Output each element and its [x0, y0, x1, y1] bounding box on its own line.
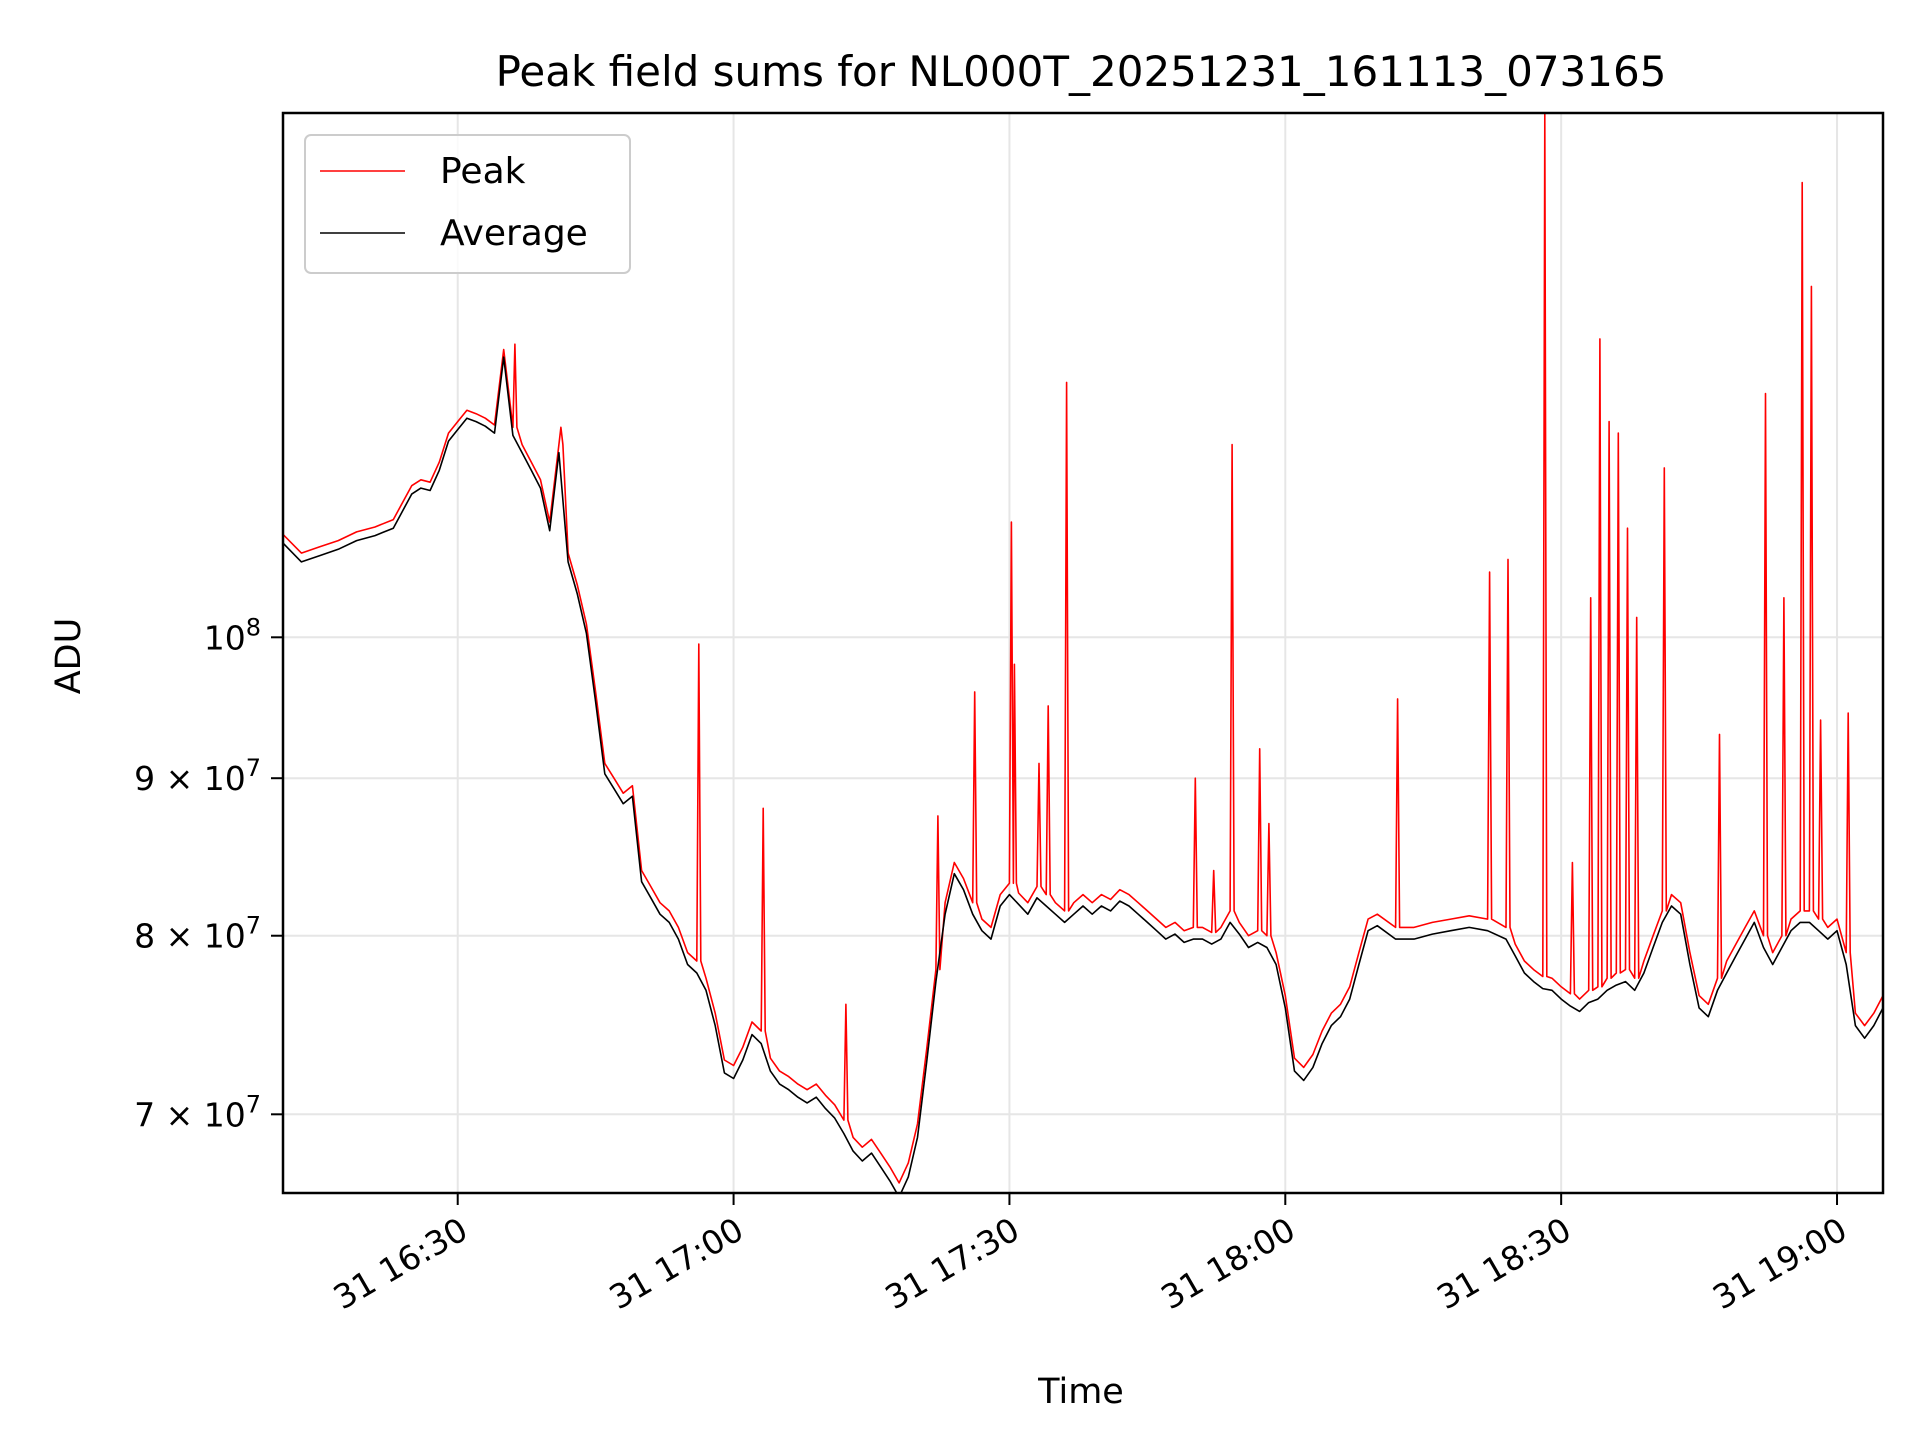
x-axis-label: Time: [1037, 1372, 1124, 1412]
series-line-peak: [283, 113, 1883, 1184]
plot-area: [283, 113, 1883, 1193]
chart-title: Peak field sums for NL000T_20251231_1611…: [496, 47, 1667, 96]
y-tick-label: 108: [204, 613, 261, 657]
y-tick-label: 7 × 107: [134, 1090, 261, 1134]
y-tick-label: 8 × 107: [134, 912, 261, 956]
legend-peak-label: Peak: [440, 151, 526, 192]
plot-frame: [281, 111, 1885, 1195]
series-group: [283, 113, 1883, 1193]
legend-box: [304, 134, 631, 274]
y-tick-label: 9 × 107: [134, 754, 261, 798]
y-axis: 7 × 107 8 × 107 9 × 107 108: [134, 613, 283, 1134]
series-line-average: [283, 356, 1883, 1193]
legend-average-label: Average: [440, 213, 588, 254]
legend: Peak Average: [304, 134, 631, 274]
y-axis-label: ADU: [49, 618, 89, 695]
